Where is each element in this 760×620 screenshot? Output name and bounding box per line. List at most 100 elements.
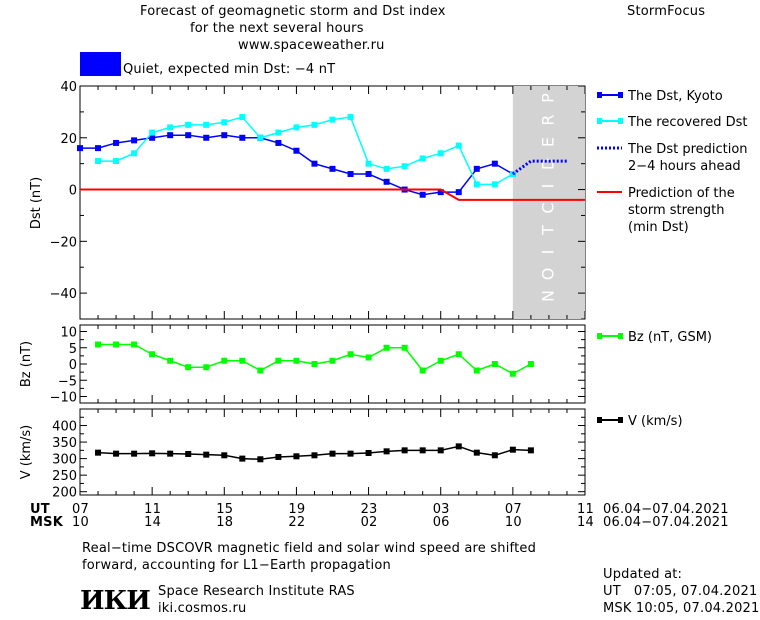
data-point (257, 456, 264, 463)
legend-marker (618, 92, 623, 98)
data-point (203, 121, 210, 128)
ut-axis-label: UT (30, 502, 50, 517)
data-point (239, 114, 246, 121)
y-tick-label: −10 (50, 391, 77, 406)
y-tick-label: 10 (60, 326, 77, 341)
y-tick-label: 400 (52, 420, 77, 435)
data-point (185, 450, 192, 457)
data-point (401, 163, 408, 170)
status-color-swatch (80, 52, 121, 76)
legend-label: 2−4 hours ahead (628, 159, 741, 174)
y-tick-label: 300 (52, 453, 77, 468)
ut-tick-label: 19 (288, 502, 306, 517)
legend-marker (597, 417, 602, 423)
institute-name: Space Research Institute RAS (158, 584, 355, 599)
ut-tick-label: 11 (577, 502, 594, 517)
y-tick-label: −40 (50, 287, 77, 302)
data-point (95, 158, 102, 165)
data-point (185, 132, 192, 139)
data-point (329, 116, 336, 123)
data-point (257, 134, 264, 141)
msk-tick-label: 06 (432, 515, 450, 530)
institute-url[interactable]: iki.cosmos.ru (158, 601, 247, 616)
data-point (167, 132, 174, 139)
data-point (437, 150, 444, 157)
data-point (149, 134, 156, 141)
data-point (203, 134, 210, 141)
data-point (221, 452, 228, 459)
prediction-label-letter: D (538, 158, 557, 170)
data-point (347, 171, 354, 178)
prediction-label-letter: E (538, 137, 557, 147)
data-point (221, 119, 228, 126)
series-line (98, 343, 532, 375)
data-point (131, 150, 138, 157)
data-point (491, 361, 498, 367)
legend-label: The Dst, Kyoto (627, 89, 723, 104)
legend-label: Bz (nT, GSM) (628, 330, 712, 345)
data-point (491, 160, 498, 167)
data-point (473, 449, 480, 456)
msk-tick-label: 22 (288, 515, 306, 530)
data-point (311, 160, 318, 167)
ut-tick-label: 07 (72, 502, 89, 517)
data-point (185, 364, 192, 371)
legend-marker (618, 333, 623, 339)
data-point (419, 447, 426, 454)
data-point (437, 357, 444, 364)
data-point (131, 137, 138, 144)
bz-panel-frame (79, 324, 586, 404)
msk-tick-label: 18 (216, 515, 234, 530)
y-tick-label: 250 (52, 469, 77, 484)
data-point (347, 114, 354, 121)
data-point (149, 129, 156, 136)
data-point (275, 139, 282, 146)
data-point (275, 453, 282, 460)
msk-axis-label: MSK (30, 515, 63, 530)
data-point (401, 447, 408, 454)
data-point (383, 165, 390, 172)
y-tick-label: 0 (69, 184, 77, 199)
data-point (221, 357, 228, 364)
data-point (113, 450, 120, 457)
data-point (473, 165, 480, 172)
y-tick-label: −5 (58, 374, 77, 389)
series-line (511, 159, 567, 176)
prediction-zone (512, 86, 585, 319)
data-point (509, 446, 516, 453)
updated-label: Updated at: (603, 567, 683, 582)
data-point (527, 447, 534, 454)
status-text: Quiet, expected min Dst: −4 nT (123, 62, 336, 77)
data-point (95, 449, 102, 456)
data-point (347, 351, 354, 358)
updated-msk: MSK 10:05, 07.04.2021 (603, 601, 760, 616)
data-point (527, 361, 534, 367)
data-point (455, 443, 462, 450)
data-point (455, 189, 462, 196)
ut-tick-label: 15 (216, 502, 234, 517)
y-tick-label: 200 (52, 486, 77, 501)
data-point (149, 450, 156, 457)
y-tick-label: 350 (52, 436, 77, 451)
msk-tick-label: 02 (360, 515, 378, 530)
data-point (131, 341, 138, 348)
data-point (401, 344, 408, 351)
series-line (80, 134, 514, 196)
y-axis-label: Bz (nT) (19, 341, 34, 387)
data-point (455, 351, 462, 358)
ut-tick-label: 07 (504, 502, 522, 517)
prediction-label-letter: O (538, 268, 557, 281)
chart-title-url[interactable]: www.spaceweather.ru (238, 38, 385, 53)
legend-marker (618, 417, 623, 423)
data-point (311, 121, 318, 128)
data-point (383, 178, 390, 185)
data-point (437, 189, 444, 196)
data-point (185, 121, 192, 128)
footer-note-line2: forward, accounting for L1−Earth propaga… (82, 558, 391, 573)
prediction-label-letter: T (538, 225, 557, 236)
brand-label: StormFocus (627, 4, 706, 19)
updated-ut: UT 07:05, 07.04.2021 (603, 584, 758, 599)
data-point (329, 450, 336, 457)
data-point (77, 145, 83, 152)
data-point (383, 448, 390, 455)
